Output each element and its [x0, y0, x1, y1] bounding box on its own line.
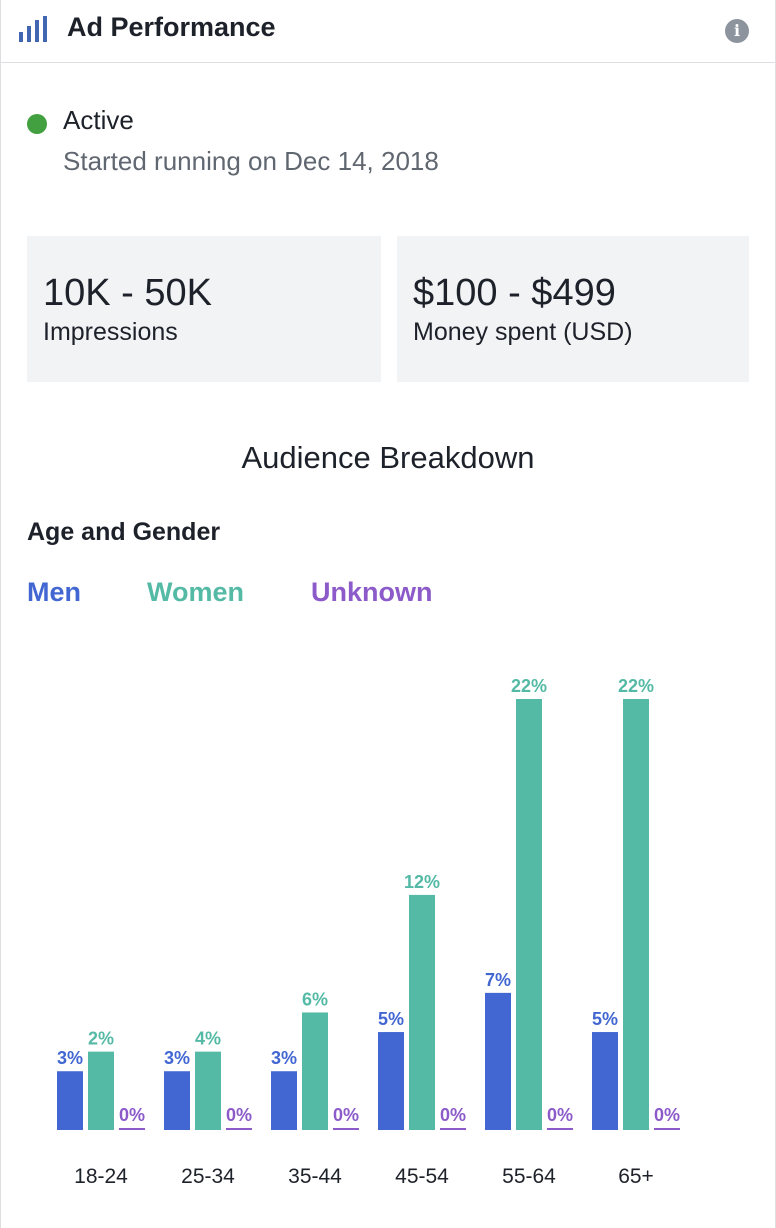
impressions-label: Impressions: [43, 318, 178, 346]
data-label-unknown-65+: 0%: [654, 1105, 680, 1125]
impressions-value: 10K - 50K: [43, 272, 212, 314]
bar-men-65+[interactable]: [592, 1032, 618, 1130]
data-label-men-55-64: 7%: [485, 970, 511, 990]
data-label-women-65+: 22%: [618, 676, 654, 696]
age-gender-chart: 3%2%0%18-243%4%0%25-343%6%0%35-445%12%0%…: [57, 676, 680, 1188]
bar-unknown-55-64[interactable]: [547, 1128, 573, 1130]
data-label-men-45-54: 5%: [378, 1009, 404, 1029]
data-label-women-55-64: 22%: [511, 676, 547, 696]
bar-women-65+[interactable]: [623, 699, 649, 1130]
money-spent-value: $100 - $499: [413, 272, 616, 314]
data-label-women-25-34: 4%: [195, 1029, 221, 1049]
x-tick-label-65+: 65+: [618, 1165, 654, 1188]
status-label: Active: [63, 105, 134, 135]
x-tick-label-18-24: 18-24: [74, 1165, 128, 1188]
data-label-women-35-44: 6%: [302, 989, 328, 1009]
bar-women-18-24[interactable]: [88, 1051, 114, 1130]
money-spent-label: Money spent (USD): [413, 318, 633, 346]
data-label-men-18-24: 3%: [57, 1048, 83, 1068]
data-label-unknown-25-34: 0%: [226, 1105, 252, 1125]
x-tick-label-35-44: 35-44: [288, 1165, 342, 1188]
bar-women-55-64[interactable]: [516, 699, 542, 1130]
audience-breakdown-title: Audience Breakdown: [241, 440, 535, 475]
bar-women-25-34[interactable]: [195, 1051, 221, 1130]
bar-men-25-34[interactable]: [164, 1071, 190, 1130]
info-icon[interactable]: i: [725, 19, 749, 43]
x-tick-label-45-54: 45-54: [395, 1165, 449, 1188]
data-label-women-18-24: 2%: [88, 1029, 114, 1049]
data-label-men-25-34: 3%: [164, 1048, 190, 1068]
legend-men: Men: [27, 577, 81, 607]
bar-men-35-44[interactable]: [271, 1071, 297, 1130]
bar-unknown-18-24[interactable]: [119, 1128, 145, 1130]
bar-chart-icon: [19, 16, 47, 42]
bar-men-45-54[interactable]: [378, 1032, 404, 1130]
legend-unknown: Unknown: [311, 577, 433, 607]
money-spent-card: $100 - $499 Money spent (USD): [397, 236, 749, 382]
bar-unknown-25-34[interactable]: [226, 1128, 252, 1130]
age-gender-title: Age and Gender: [27, 518, 221, 546]
impressions-card: 10K - 50K Impressions: [27, 236, 381, 382]
bar-women-35-44[interactable]: [302, 1012, 328, 1130]
bar-men-55-64[interactable]: [485, 992, 511, 1130]
data-label-unknown-45-54: 0%: [440, 1105, 466, 1125]
data-label-unknown-35-44: 0%: [333, 1105, 359, 1125]
x-tick-label-25-34: 25-34: [181, 1165, 235, 1188]
x-tick-label-55-64: 55-64: [502, 1165, 556, 1188]
panel-title: Ad Performance: [67, 12, 276, 42]
data-label-unknown-55-64: 0%: [547, 1105, 573, 1125]
data-label-unknown-18-24: 0%: [119, 1105, 145, 1125]
data-label-men-35-44: 3%: [271, 1048, 297, 1068]
bar-men-18-24[interactable]: [57, 1071, 83, 1130]
data-label-women-45-54: 12%: [404, 872, 440, 892]
bar-unknown-45-54[interactable]: [440, 1128, 466, 1130]
status-indicator-dot: [27, 114, 47, 134]
bar-unknown-35-44[interactable]: [333, 1128, 359, 1130]
bar-women-45-54[interactable]: [409, 894, 435, 1130]
start-date-text: Started running on Dec 14, 2018: [63, 146, 439, 176]
panel-header: Ad Performance i: [1, 0, 775, 63]
bar-unknown-65+[interactable]: [654, 1128, 680, 1130]
data-label-men-65+: 5%: [592, 1009, 618, 1029]
legend-women: Women: [147, 577, 245, 607]
